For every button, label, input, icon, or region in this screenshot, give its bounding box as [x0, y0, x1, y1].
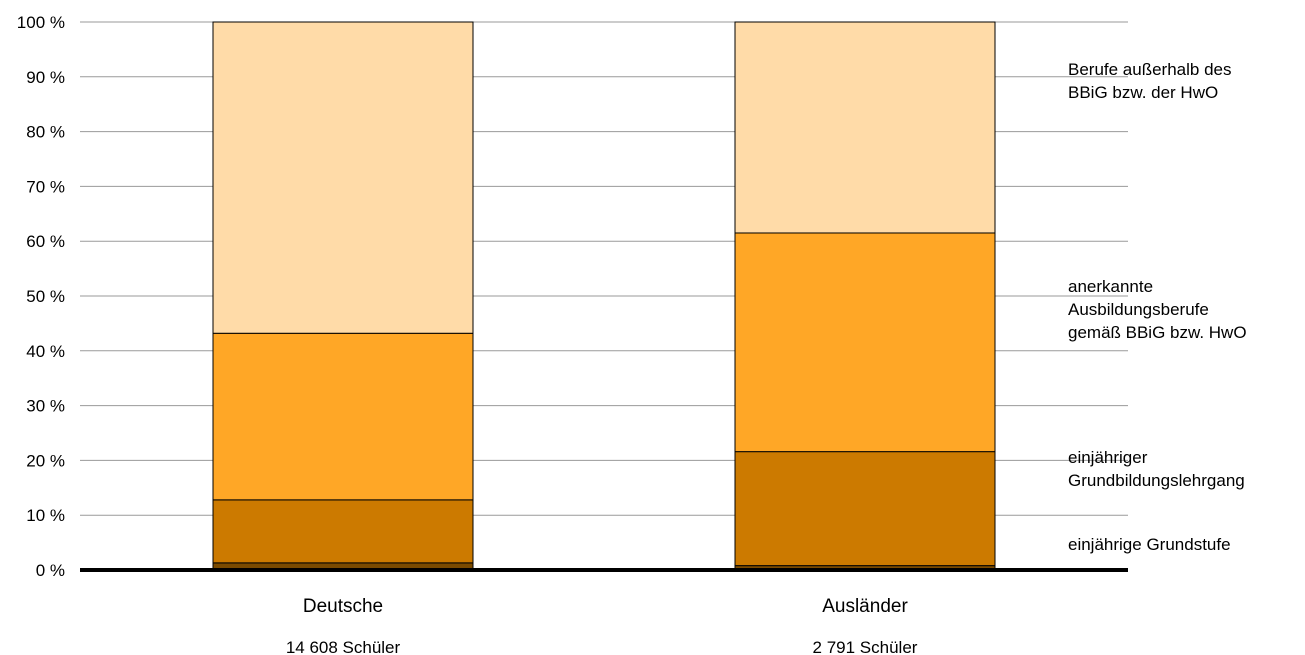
category-sublabel: 2 791 Schüler — [813, 638, 918, 655]
legend-entry: Berufe außerhalb des BBiG bzw. der HwO — [1068, 60, 1232, 102]
y-tick-label: 70 % — [26, 177, 65, 196]
bar-segment-auslaender-series-1 — [734, 451, 996, 567]
category-label: Ausländer — [822, 596, 908, 617]
bar-segment-deutsche-series-1 — [212, 499, 474, 564]
legend-label-line: anerkannte — [1068, 277, 1153, 296]
legend-entry: anerkannte Ausbildungsberufe gemäß BBiG bz… — [1068, 277, 1247, 342]
legend-label-line: Grundbildungslehrgang — [1068, 471, 1245, 490]
legend-label-line: einjähriger — [1068, 448, 1148, 467]
category-label: Deutsche — [303, 596, 383, 617]
y-axis-tick-labels: 0 % 10 % 20 % 30 % 40 % 50 % 60 % 70 % 80 % 90 % 1… — [17, 13, 65, 580]
y-tick-label: 50 % — [26, 287, 65, 306]
legend-label-line: Berufe außerhalb des — [1068, 60, 1232, 79]
legend: Berufe außerhalb des BBiG bzw. der HwO ane… — [1068, 60, 1247, 554]
legend-label-line: gemäß BBiG bzw. HwO — [1068, 323, 1247, 342]
bar-segment-auslaender-series-2 — [734, 232, 996, 453]
bar-segment-deutsche-series-3 — [212, 21, 474, 334]
legend-label-line: Ausbildungsberufe — [1068, 300, 1209, 319]
bars — [212, 21, 996, 571]
bar-segment-deutsche-series-2 — [212, 332, 474, 501]
y-tick-label: 40 % — [26, 342, 65, 361]
legend-label-line: BBiG bzw. der HwO — [1068, 83, 1218, 102]
legend-label-line: einjährige Grundstufe — [1068, 535, 1231, 554]
category-sublabel: 14 608 Schüler — [286, 638, 401, 655]
y-tick-label: 100 % — [17, 13, 65, 32]
y-tick-label: 20 % — [26, 451, 65, 470]
y-tick-label: 0 % — [36, 561, 65, 580]
x-axis-category-labels: Deutsche 14 608 Schüler Ausländer 2 791 Sch… — [286, 596, 918, 655]
y-tick-label: 30 % — [26, 397, 65, 416]
bar-segment-auslaender-series-3 — [734, 21, 996, 234]
y-tick-label: 80 % — [26, 123, 65, 142]
y-tick-label: 10 % — [26, 506, 65, 525]
legend-entry: einjährige Grundstufe — [1068, 535, 1231, 554]
y-tick-label: 90 % — [26, 68, 65, 87]
y-tick-label: 60 % — [26, 232, 65, 251]
legend-entry: einjähriger Grundbildungslehrgang — [1068, 448, 1245, 490]
